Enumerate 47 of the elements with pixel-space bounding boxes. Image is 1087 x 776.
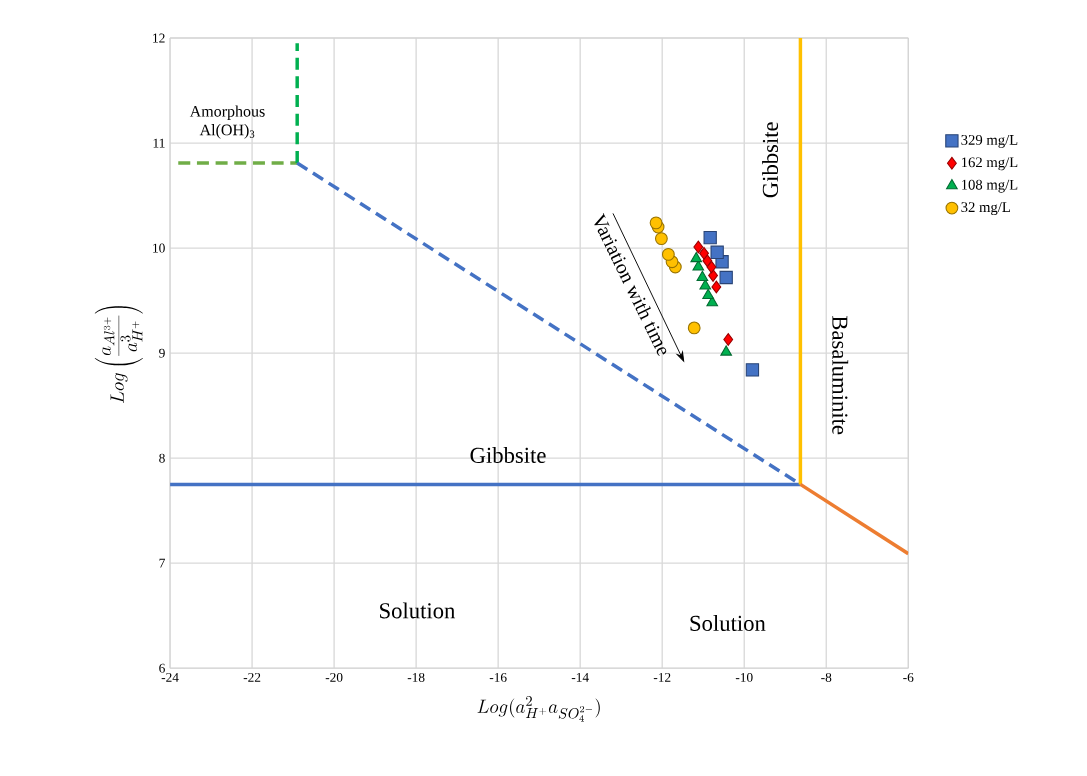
x-tick-label: -20 [325, 672, 343, 682]
annotation: Amorphous Al(OH)$_{3}$ [189, 105, 265, 139]
annotation: Solution [690, 614, 766, 631]
y-tick-label: 8 [159, 453, 165, 463]
x-tick-label: -8 [821, 672, 832, 682]
point [699, 246, 709, 260]
point [696, 270, 709, 281]
point [649, 216, 663, 230]
annotation: Solution [380, 602, 456, 619]
x-tick-label: -14 [571, 672, 589, 682]
point [693, 240, 704, 254]
y-tick-label: 12 [153, 33, 165, 43]
point [702, 254, 713, 267]
annotation: Gibbsite [470, 446, 546, 463]
point [687, 321, 701, 335]
annotation: Gibbsite [762, 122, 779, 198]
point [711, 280, 722, 294]
legend-label: 329 mg/L [961, 134, 1018, 148]
point [745, 363, 760, 377]
point [690, 251, 703, 263]
point [654, 232, 668, 245]
point [702, 288, 714, 299]
y-tick-label: 9 [159, 348, 165, 358]
x-tick-label: -16 [489, 672, 507, 682]
y-tick-label: 6 [159, 663, 165, 673]
x-tick-label: -24 [161, 672, 179, 682]
legend-label: 108 mg/L [962, 179, 1018, 193]
y-tick-label: 11 [153, 138, 165, 148]
point [719, 270, 733, 285]
x-tick-label: -18 [407, 672, 425, 682]
x-axis-title: $Log(a_{H^{+}}^{2}a_{SO_{4}^{2-}})$ [477, 695, 600, 722]
annotation: Basaluminite [832, 315, 849, 435]
point [703, 230, 717, 245]
point [661, 247, 675, 261]
point [710, 245, 724, 259]
point [720, 345, 733, 356]
legend-label: 32 mg/L [961, 202, 1010, 215]
y-axis-title: $Log\left(\frac{a_{Al^{3+}}}{a_{H^{+}}^{3}}\right)$ [94, 306, 143, 403]
point [723, 332, 734, 346]
y-tick-label: 10 [153, 243, 165, 253]
y-tick-label: 7 [159, 558, 165, 568]
x-tick-label: -10 [735, 672, 753, 682]
x-tick-label: -12 [653, 672, 671, 682]
point [706, 260, 717, 274]
x-tick-label: -22 [243, 672, 261, 682]
x-tick-label: -6 [903, 672, 914, 682]
legend-label: 162 mg/L [962, 157, 1018, 171]
